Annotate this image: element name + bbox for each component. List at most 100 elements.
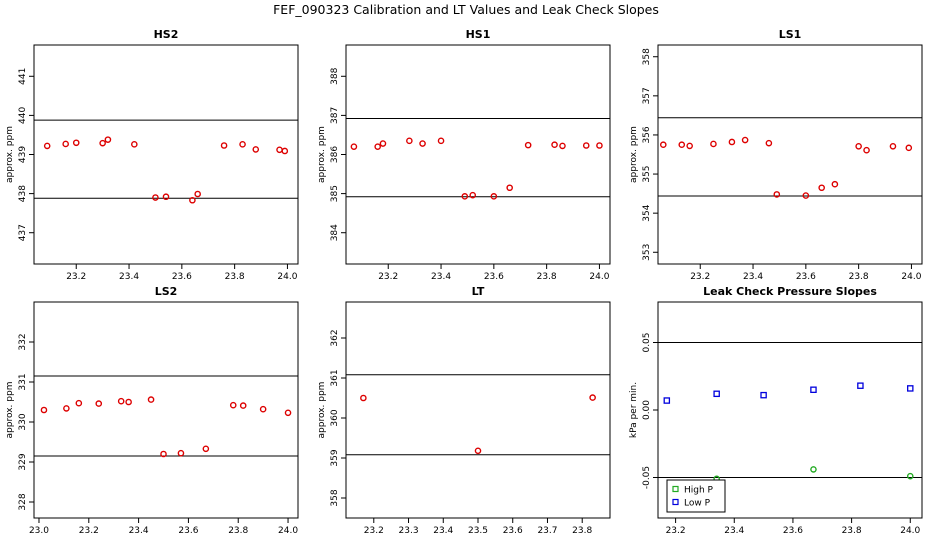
y-axis-label: kPa per min. — [629, 382, 639, 438]
data-point — [406, 137, 413, 145]
x-tick-label: 23.8 — [842, 526, 862, 536]
y-tick-label: 386 — [330, 146, 340, 163]
data-point — [189, 196, 196, 204]
x-tick-label: 24.0 — [589, 272, 609, 282]
data-point — [259, 405, 267, 413]
panel-title: LS1 — [779, 28, 802, 41]
data-point — [663, 397, 671, 404]
data-point — [802, 192, 810, 199]
data-point — [99, 139, 106, 147]
data-point — [831, 180, 839, 188]
plot-frame — [345, 44, 611, 265]
data-point — [62, 140, 69, 148]
data-point — [810, 386, 817, 393]
data-point — [551, 141, 558, 149]
data-point — [43, 142, 51, 150]
y-tick-label: 388 — [330, 67, 340, 84]
data-point — [741, 136, 749, 144]
panel-title: Leak Check Pressure Slopes — [703, 285, 877, 298]
x-tick-label: 23.2 — [364, 526, 384, 536]
data-point — [678, 141, 686, 149]
y-tick-label: 354 — [642, 204, 652, 221]
y-axis-label: approx. ppm — [317, 382, 327, 439]
y-tick-label: 361 — [330, 369, 340, 386]
data-point — [350, 143, 358, 150]
x-tick-label: 23.5 — [468, 526, 488, 536]
legend-box — [666, 479, 726, 513]
data-point — [276, 146, 283, 154]
x-tick-label: 24.0 — [900, 526, 920, 536]
y-tick-label: 437 — [18, 224, 28, 241]
data-point — [765, 139, 773, 147]
y-tick-label: 385 — [330, 185, 340, 202]
data-point — [659, 141, 667, 149]
data-point — [160, 450, 167, 458]
x-tick-label: 23.8 — [572, 526, 592, 536]
data-point — [437, 137, 445, 145]
data-point — [469, 191, 477, 199]
data-point — [855, 142, 862, 150]
data-point — [374, 143, 381, 150]
y-tick-label: 331 — [18, 373, 28, 390]
legend-marker — [672, 498, 679, 506]
chart-panel-4: LS2 23.0 23.2 23.4 23.6 23.8 24.0 328 329 330 331 3… — [5, 285, 299, 536]
data-point — [596, 142, 603, 149]
data-point — [857, 382, 864, 389]
y-tick-label: 359 — [330, 449, 340, 466]
data-point — [177, 449, 185, 457]
data-point — [760, 391, 767, 399]
y-tick-label: 328 — [18, 493, 28, 510]
y-tick-label: 353 — [642, 244, 652, 261]
data-point — [906, 472, 914, 480]
data-point — [686, 142, 693, 150]
chart-panel-6: Leak Check Pressure Slopes 23.2 23.4 23.6 23… — [629, 285, 923, 536]
y-axis-label: approx. ppm — [317, 126, 327, 183]
y-tick-label: 441 — [18, 68, 28, 85]
x-tick-label: 23.4 — [724, 526, 744, 536]
plot-frame — [33, 301, 299, 519]
x-tick-label: 24.0 — [901, 272, 921, 282]
y-tick-label: 329 — [18, 453, 28, 470]
y-tick-label: 384 — [330, 224, 340, 241]
data-point — [284, 409, 292, 417]
chart-panel-5: LT 23.2 23.3 23.4 23.5 23.6 23.7 23.8 358 359 360 3… — [317, 285, 611, 536]
plot-frame — [345, 301, 611, 519]
data-point — [461, 193, 469, 200]
data-point — [281, 147, 289, 155]
x-tick-label: 23.6 — [503, 526, 523, 536]
data-point — [40, 406, 48, 414]
x-tick-label: 23.2 — [690, 272, 710, 282]
x-tick-label: 23.6 — [796, 272, 816, 282]
data-point — [490, 193, 498, 200]
data-point — [379, 140, 387, 147]
y-tick-label: 360 — [330, 409, 340, 426]
legend-label: High P — [684, 486, 714, 496]
x-tick-label: 23.4 — [119, 272, 139, 282]
data-point — [713, 390, 720, 398]
x-tick-label: 23.4 — [743, 272, 763, 282]
y-tick-label: 356 — [642, 126, 652, 143]
data-point — [229, 401, 237, 409]
data-point — [419, 140, 426, 147]
data-point — [863, 146, 870, 154]
data-point — [104, 136, 112, 143]
data-point — [63, 405, 70, 412]
plot-frame — [657, 44, 923, 265]
data-point — [506, 184, 513, 192]
chart-panel-2: HS1 23.2 23.4 23.6 23.8 24.0 384 385 386 387 388 ap… — [317, 28, 611, 282]
figure-title: FEF_090323 Calibration and LT Values and… — [273, 2, 659, 17]
data-point — [907, 385, 914, 392]
x-tick-label: 23.8 — [537, 272, 557, 282]
y-axis-label: approx. ppm — [5, 382, 15, 439]
y-tick-label: 0.00 — [642, 400, 652, 420]
y-tick-label: 438 — [18, 185, 28, 202]
panel-title: HS1 — [466, 28, 491, 41]
data-point — [202, 445, 210, 453]
data-point — [773, 191, 781, 198]
data-point — [252, 146, 260, 153]
y-tick-label: 357 — [642, 87, 652, 104]
x-tick-label: 24.0 — [278, 526, 298, 536]
data-point — [147, 396, 155, 403]
